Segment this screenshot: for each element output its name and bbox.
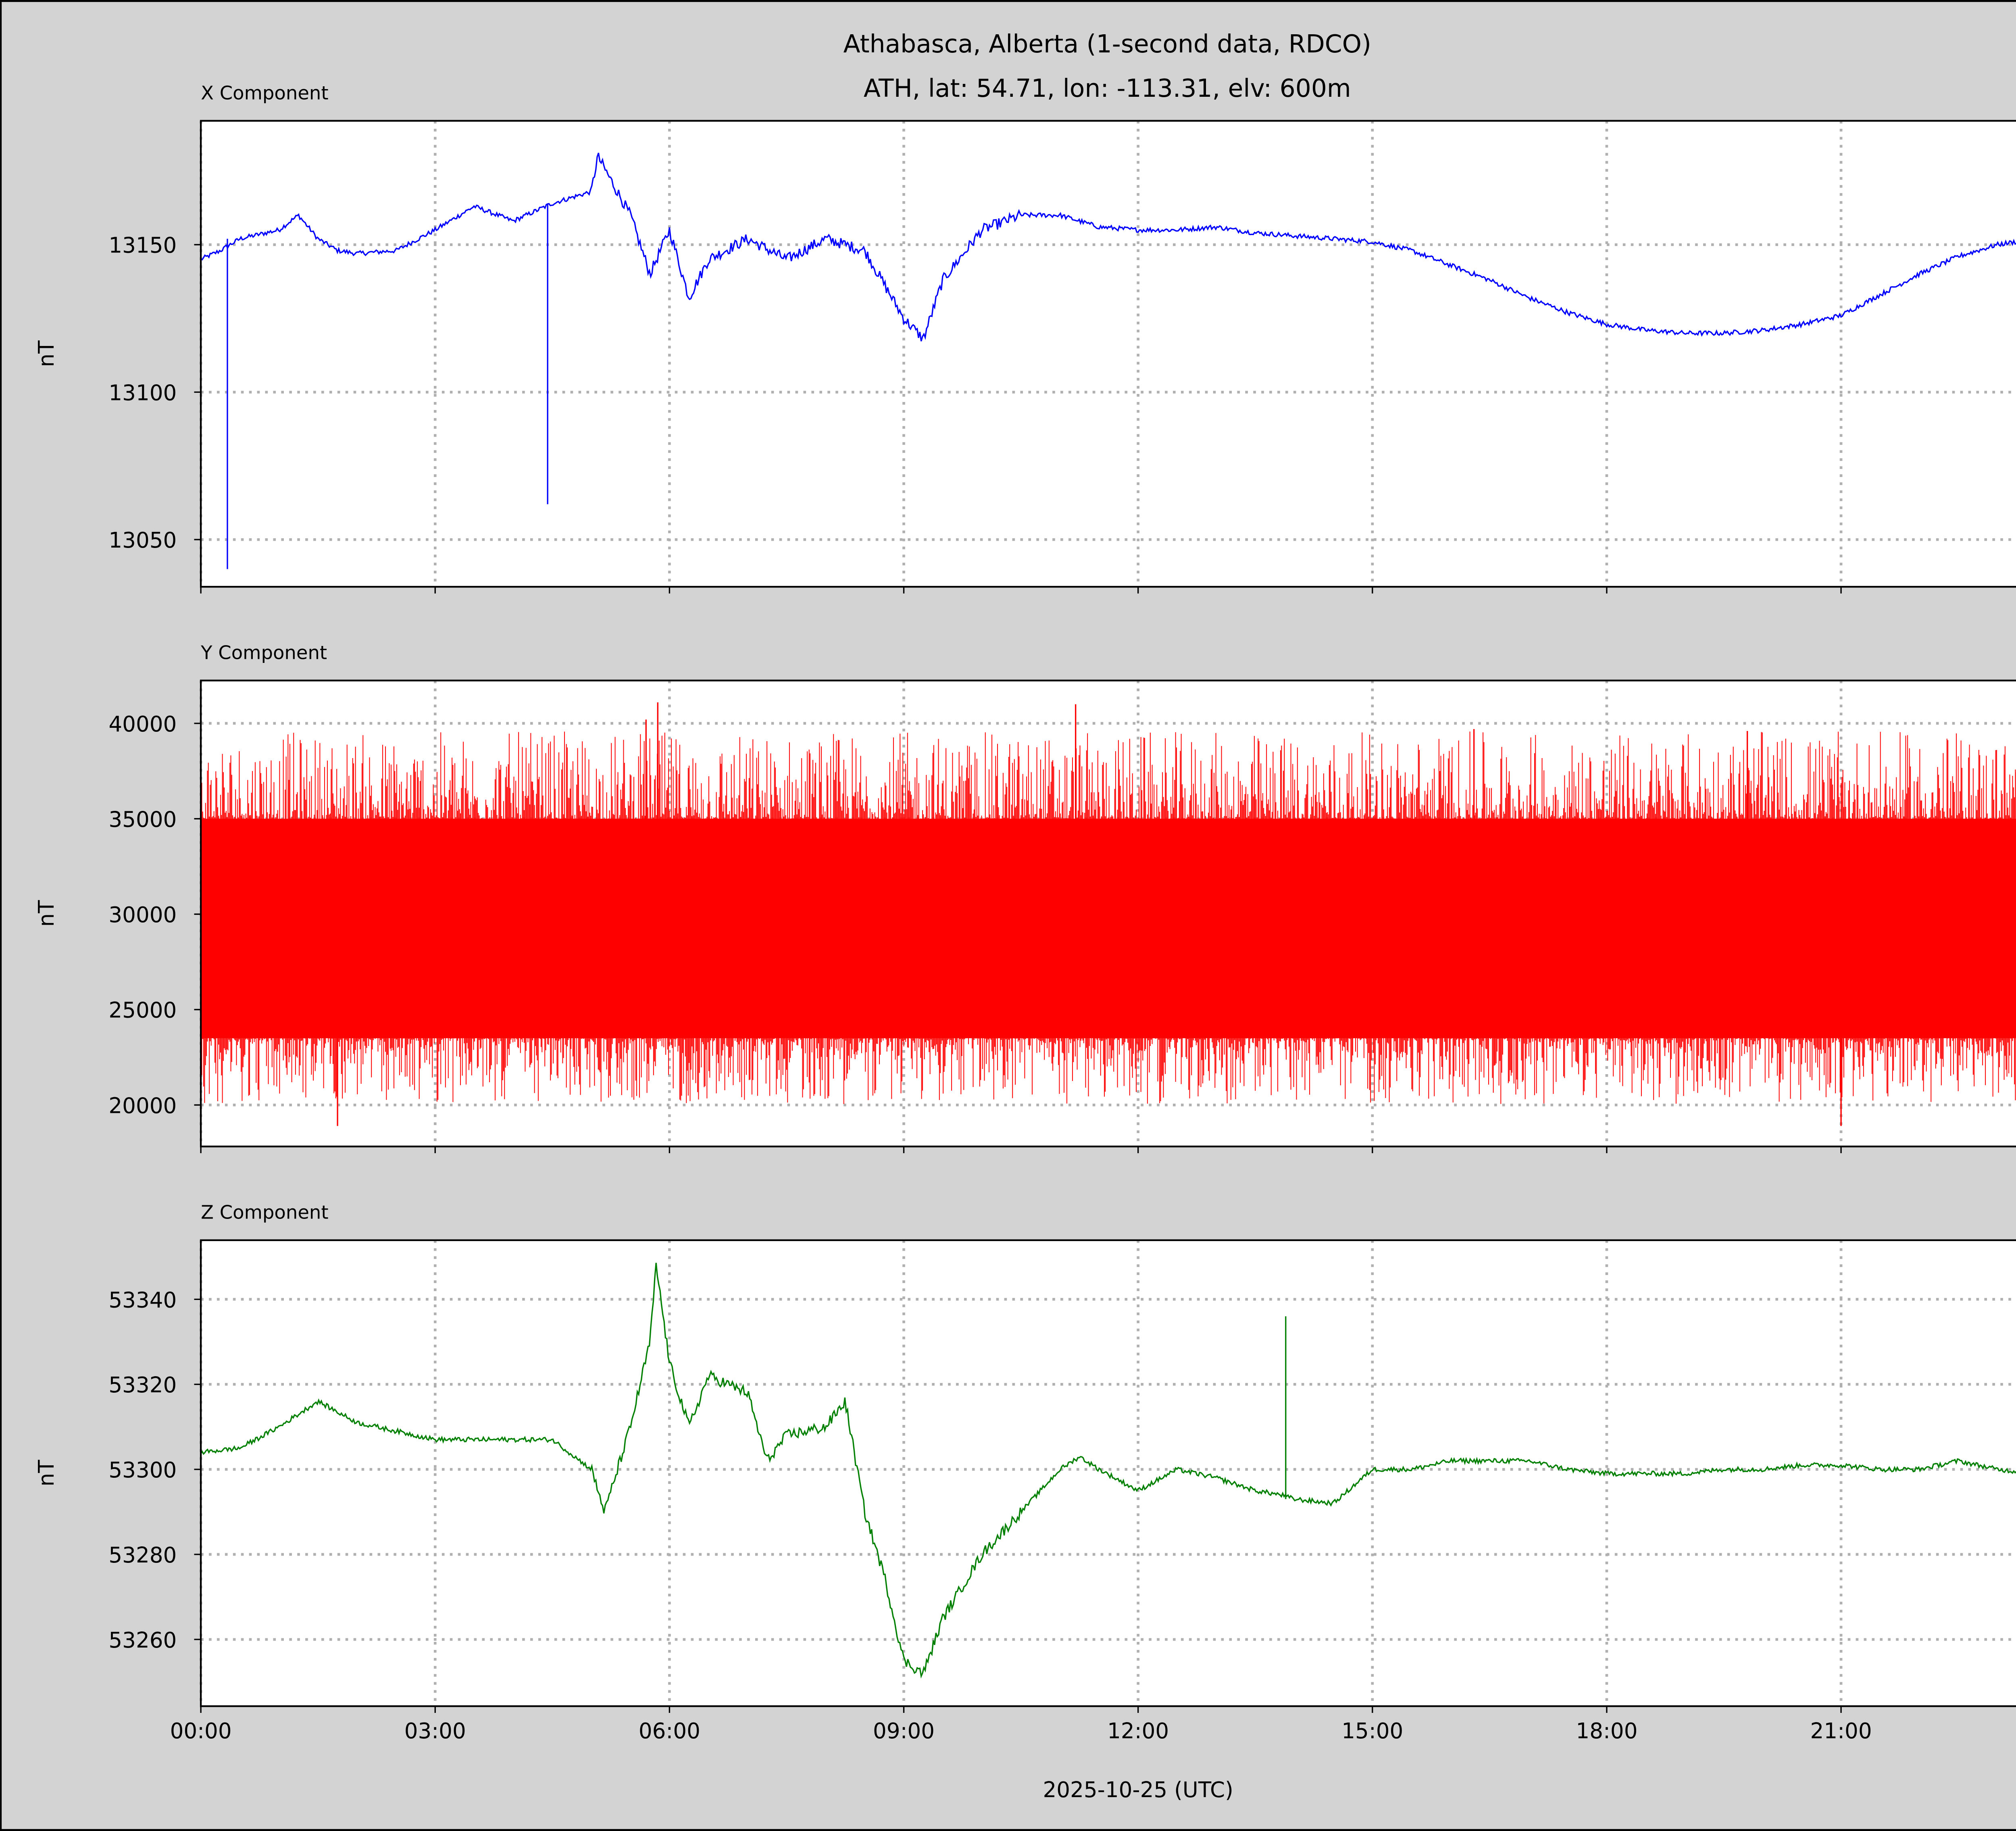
y-tick-label: 13100 (108, 380, 177, 405)
y-tick-label: 25000 (108, 998, 177, 1023)
y-tick-label: 13050 (108, 528, 177, 553)
y-tick-label: 13150 (108, 233, 177, 258)
y-tick-label: 53260 (108, 1628, 177, 1653)
axes-frame (200, 1239, 2016, 1707)
panel-y-component: Y Component nT 20000 25000 30000 35000 40000 (34, 642, 2016, 1153)
y-tick-label: 20000 (108, 1093, 177, 1118)
y-axis-label: nT (34, 340, 59, 367)
x-tick-label: 21:00 (1810, 1719, 1872, 1744)
chart-title-line-1: Athabasca, Alberta (1-second data, RDCO) (843, 30, 1371, 58)
x-tick-label: 03:00 (404, 1719, 466, 1744)
y-tick-label: 30000 (108, 902, 177, 927)
x-tick-label: 06:00 (639, 1719, 700, 1744)
y-tick-label: 35000 (108, 807, 177, 832)
x-tick-label: 00:00 (170, 1719, 232, 1744)
x-tick-label: 09:00 (873, 1719, 935, 1744)
y-axis-label: nT (34, 1460, 59, 1487)
plot-area (201, 121, 2016, 587)
x-tick-label: 18:00 (1576, 1719, 1637, 1744)
y-tick-label: 53280 (108, 1543, 177, 1568)
y-axis-label: nT (34, 900, 59, 927)
panel-x-component: X Component nT 13050 13100 13150 (34, 82, 2016, 594)
series-line (200, 1262, 2016, 1679)
y-tick-label: 40000 (108, 712, 177, 737)
series-line (200, 152, 2016, 342)
panel-z-component: Z Component nT 53260 53280 53300 53320 53340 00… (34, 1202, 2016, 1744)
panel-title: X Component (201, 82, 329, 104)
plot-area (201, 1240, 2016, 1706)
x-tick-label: 12:00 (1107, 1719, 1169, 1744)
panel-title: Y Component (200, 642, 327, 664)
chart-title-line-2: ATH, lat: 54.71, lon: -113.31, elv: 600m (864, 74, 1351, 103)
y-tick-label: 53340 (108, 1287, 177, 1312)
panel-title: Z Component (201, 1202, 329, 1223)
x-tick-label: 15:00 (1341, 1719, 1403, 1744)
y-tick-label: 53300 (108, 1458, 177, 1483)
y-tick-label: 53320 (108, 1373, 177, 1398)
x-axis-label: 2025-10-25 (UTC) (1043, 1777, 1233, 1802)
